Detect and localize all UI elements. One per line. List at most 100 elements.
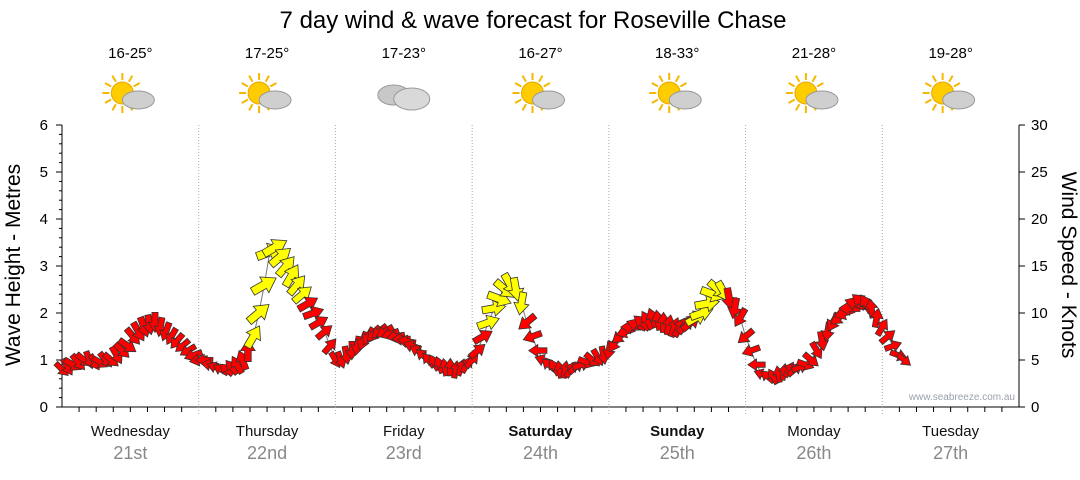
day-temp-label: 18-33° [655, 45, 699, 62]
sun-ray [104, 82, 112, 88]
day-date-label: 26th [796, 443, 831, 463]
day-date-label: 27th [933, 443, 968, 463]
sun-ray [111, 75, 117, 83]
y-tick-label-right: 20 [1031, 211, 1048, 228]
partly-cloudy-sun-icon [512, 73, 565, 113]
partly-cloudy-sun-icon [785, 73, 839, 113]
sun-ray [521, 75, 527, 83]
sun-ray [948, 75, 954, 83]
wind-arrow [801, 351, 819, 367]
partly-cloudy-sun-icon [239, 73, 292, 113]
wind-arrow [733, 306, 749, 328]
y-tick-label-right: 30 [1031, 117, 1048, 134]
day-temp-label: 17-23° [382, 45, 426, 62]
cloud-shape [942, 90, 976, 110]
cloud-shape [393, 87, 431, 111]
wind-arrow [321, 338, 337, 356]
sun-ray [133, 82, 141, 88]
sun-ray [241, 98, 249, 104]
sun-ray [816, 82, 824, 88]
y-tick-label-left: 2 [40, 305, 48, 322]
y-axis-label-left: Wave Height - Metres [2, 164, 25, 366]
partly-cloudy-sun-icon [649, 73, 702, 113]
sun-ray [651, 82, 659, 88]
sun-ray [924, 98, 932, 104]
wind-arrow [741, 344, 762, 357]
sun-ray [788, 98, 796, 104]
y-tick-label-left: 5 [40, 164, 48, 181]
cloud-shape [668, 90, 702, 110]
grid-layer [198, 125, 883, 415]
sun-ray [127, 75, 134, 83]
sun-ray [241, 82, 249, 88]
sun-ray [658, 103, 664, 111]
day-name-label: Monday [787, 423, 841, 440]
wind-arrow [476, 314, 500, 331]
sun-ray [674, 75, 681, 83]
wind-arrow [869, 307, 884, 329]
sun-ray [679, 82, 688, 88]
sun-ray [924, 82, 932, 88]
wind-arrow [522, 329, 543, 344]
sun-ray [953, 82, 961, 88]
y-tick-label-right: 0 [1031, 399, 1039, 416]
sun-ray [795, 103, 801, 111]
wind-arrow [314, 325, 333, 341]
wind-arrow [895, 352, 912, 366]
sun-ray [795, 75, 801, 83]
day-temp-label: 21-28° [792, 45, 836, 62]
wind-arrow [467, 343, 486, 360]
day-name-label: Saturday [508, 423, 573, 440]
wind-arrow [737, 327, 756, 344]
partly-cloudy-sun-icon [102, 73, 155, 113]
day-temp-label: 17-25° [245, 45, 289, 62]
day-name-label: Tuesday [922, 423, 979, 440]
sun-ray [248, 75, 254, 83]
sun-ray [538, 75, 544, 83]
day-temp-label: 19-28° [928, 45, 972, 62]
cloud-shape [121, 90, 155, 110]
sun-ray [111, 103, 117, 111]
sun-ray [264, 75, 270, 83]
wind-arrow [814, 330, 830, 352]
day-name-label: Wednesday [91, 423, 170, 440]
sun-ray [514, 98, 522, 104]
y-tick-label-left: 4 [40, 211, 48, 228]
day-name-label: Thursday [236, 423, 299, 440]
sun-ray [104, 98, 112, 104]
sun-ray [514, 82, 522, 88]
day-name-label: Friday [383, 423, 425, 440]
y-tick-label-right: 5 [1031, 352, 1039, 369]
day-date-label: 23rd [386, 443, 422, 463]
wind-arrow [243, 325, 261, 350]
sun-ray [521, 103, 527, 111]
cloud-shape [532, 90, 565, 110]
sun-ray [931, 103, 938, 111]
day-date-label: 25th [660, 443, 695, 463]
day-temp-label: 16-27° [518, 45, 562, 62]
y-tick-label-left: 0 [40, 399, 48, 416]
y-tick-label-right: 15 [1031, 258, 1048, 275]
partly-cloudy-sun-icon [922, 73, 976, 113]
sun-ray [269, 82, 277, 88]
wind-arrow [245, 304, 270, 326]
day-date-label: 24th [523, 443, 558, 463]
axes-layer [56, 124, 1025, 412]
wind-arrow [471, 329, 493, 346]
y-axis-label-right: Wind Speed - Knots [1057, 172, 1080, 359]
wind-arrow [874, 318, 889, 337]
labels-layer: 0 1 2 3 4 5 6 0 5 10 15 20 25 30 Wednesday 21st 16-25° Th… [40, 45, 1048, 463]
wind-arrow [513, 291, 530, 316]
watermark: www.seabreeze.com.au [908, 392, 1015, 403]
sun-ray [543, 82, 551, 88]
cloud-shape [258, 90, 292, 110]
wind-arrow [302, 305, 325, 321]
sun-ray [658, 75, 664, 83]
wind-arrow [249, 276, 277, 296]
sun-ray [931, 75, 938, 83]
wind-arrow [747, 358, 766, 372]
day-date-label: 21st [113, 443, 147, 463]
y-tick-label-right: 10 [1031, 305, 1048, 322]
day-temp-label: 16-25° [108, 45, 152, 62]
